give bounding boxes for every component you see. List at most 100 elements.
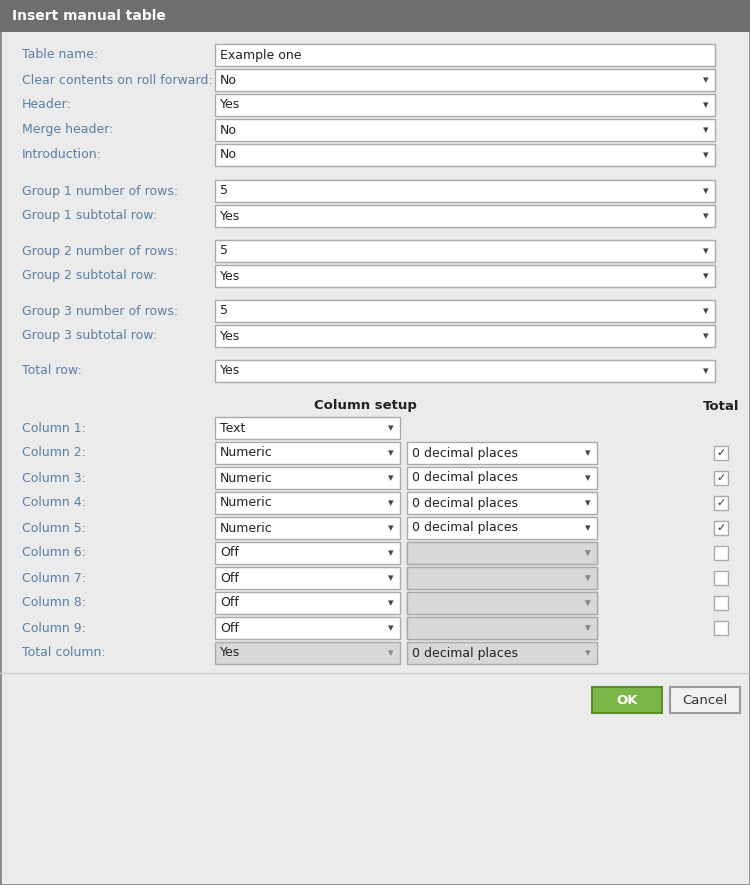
- Bar: [215, 94, 715, 116]
- Text: ▾: ▾: [585, 623, 591, 633]
- Text: ▾: ▾: [585, 598, 591, 608]
- Bar: [407, 542, 597, 564]
- Bar: [407, 617, 597, 639]
- Bar: [407, 617, 597, 639]
- Text: ▾: ▾: [585, 498, 591, 508]
- Text: ▾: ▾: [704, 186, 709, 196]
- Text: Group 1 number of rows:: Group 1 number of rows:: [22, 184, 178, 197]
- Text: ▾: ▾: [704, 271, 709, 281]
- Bar: [714, 596, 728, 610]
- Bar: [215, 180, 715, 202]
- Text: Clear contents on roll forward:: Clear contents on roll forward:: [22, 73, 213, 87]
- Bar: [215, 325, 715, 347]
- Bar: [592, 687, 662, 713]
- Text: ▾: ▾: [585, 573, 591, 583]
- Bar: [714, 496, 728, 510]
- Bar: [407, 592, 597, 614]
- Text: ▾: ▾: [704, 150, 709, 160]
- Text: No: No: [220, 149, 237, 161]
- Text: ✓: ✓: [716, 523, 726, 533]
- Text: ▾: ▾: [585, 473, 591, 483]
- Bar: [215, 44, 715, 66]
- Bar: [215, 642, 400, 664]
- Text: ▾: ▾: [388, 473, 394, 483]
- Bar: [215, 567, 400, 589]
- Bar: [407, 492, 597, 514]
- Bar: [0, 0, 750, 32]
- Text: Yes: Yes: [220, 647, 240, 659]
- Text: Yes: Yes: [220, 210, 240, 222]
- Text: Introduction:: Introduction:: [22, 149, 102, 161]
- Text: Numeric: Numeric: [220, 496, 273, 510]
- Text: ▾: ▾: [388, 423, 394, 433]
- Text: Off: Off: [220, 596, 239, 610]
- Text: Yes: Yes: [220, 270, 240, 282]
- Text: Column setup: Column setup: [314, 399, 416, 412]
- Text: ✓: ✓: [716, 473, 726, 483]
- Text: ▾: ▾: [585, 573, 591, 583]
- Text: ▾: ▾: [388, 648, 394, 658]
- Text: ▾: ▾: [388, 548, 394, 558]
- Text: Column 9:: Column 9:: [22, 621, 86, 635]
- Text: Numeric: Numeric: [220, 447, 273, 459]
- Text: ✓: ✓: [716, 498, 726, 508]
- Text: ▾: ▾: [585, 523, 591, 533]
- Bar: [407, 517, 597, 539]
- Text: Off: Off: [220, 572, 239, 584]
- Text: ▾: ▾: [388, 573, 394, 583]
- Text: Off: Off: [220, 547, 239, 559]
- Text: Total column:: Total column:: [22, 647, 106, 659]
- Text: 0 decimal places: 0 decimal places: [412, 472, 518, 484]
- Text: Yes: Yes: [220, 98, 240, 112]
- Text: Group 3 subtotal row:: Group 3 subtotal row:: [22, 329, 158, 342]
- Text: Group 2 number of rows:: Group 2 number of rows:: [22, 244, 178, 258]
- Text: ▾: ▾: [388, 623, 394, 633]
- Bar: [670, 687, 740, 713]
- Bar: [407, 592, 597, 614]
- Text: ▾: ▾: [704, 306, 709, 316]
- Bar: [714, 471, 728, 485]
- Bar: [714, 521, 728, 535]
- Text: ▾: ▾: [585, 648, 591, 658]
- Bar: [215, 69, 715, 91]
- Bar: [215, 119, 715, 141]
- Text: Header:: Header:: [22, 98, 72, 112]
- Text: Yes: Yes: [220, 329, 240, 342]
- Text: Total: Total: [703, 399, 740, 412]
- Bar: [714, 446, 728, 460]
- Text: Cancel: Cancel: [682, 694, 728, 706]
- Text: 5: 5: [220, 184, 228, 197]
- Text: OK: OK: [616, 694, 638, 706]
- Text: Table name:: Table name:: [22, 49, 98, 61]
- Text: ▾: ▾: [388, 448, 394, 458]
- Bar: [215, 417, 400, 439]
- Text: ▾: ▾: [388, 598, 394, 608]
- Text: Numeric: Numeric: [220, 472, 273, 484]
- Text: ▾: ▾: [704, 246, 709, 256]
- Bar: [215, 467, 400, 489]
- Text: Column 5:: Column 5:: [22, 521, 86, 535]
- Text: Total row:: Total row:: [22, 365, 82, 378]
- Text: ▾: ▾: [704, 125, 709, 135]
- Text: Column 4:: Column 4:: [22, 496, 86, 510]
- Text: 0 decimal places: 0 decimal places: [412, 496, 518, 510]
- Bar: [407, 467, 597, 489]
- Text: Group 2 subtotal row:: Group 2 subtotal row:: [22, 270, 158, 282]
- Bar: [215, 592, 400, 614]
- Text: ▾: ▾: [704, 75, 709, 85]
- Bar: [407, 542, 597, 564]
- Bar: [215, 300, 715, 322]
- Text: ▾: ▾: [388, 498, 394, 508]
- Text: ▾: ▾: [388, 523, 394, 533]
- Text: 5: 5: [220, 304, 228, 318]
- Text: Column 3:: Column 3:: [22, 472, 86, 484]
- Bar: [215, 240, 715, 262]
- Text: ▾: ▾: [585, 623, 591, 633]
- Text: ▾: ▾: [585, 448, 591, 458]
- Text: Column 7:: Column 7:: [22, 572, 86, 584]
- Text: Column 6:: Column 6:: [22, 547, 86, 559]
- Bar: [407, 567, 597, 589]
- Text: 0 decimal places: 0 decimal places: [412, 647, 518, 659]
- Text: No: No: [220, 124, 237, 136]
- Bar: [215, 360, 715, 382]
